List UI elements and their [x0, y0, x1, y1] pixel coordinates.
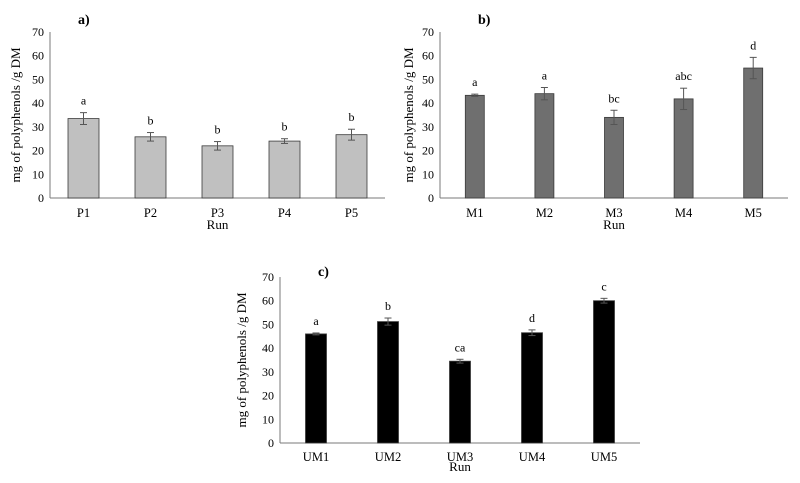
- significance-letter: b: [215, 123, 221, 137]
- panel-label: a): [78, 13, 90, 28]
- y-axis-title: mg of polyphenols /g DM: [234, 292, 249, 427]
- category-label: P4: [278, 206, 292, 220]
- bar-m4: [673, 98, 694, 199]
- panel-c: 0 10 20 30 40 50 60 70 a UM1 b UM2 ca UM3 d UM4 c UM5 Run m…: [234, 265, 640, 474]
- significance-letter: a: [313, 314, 319, 328]
- category-label: M3: [605, 206, 622, 220]
- y-tick-label: 10: [262, 412, 274, 426]
- bar-p5: [335, 134, 368, 199]
- category-label: M4: [675, 206, 693, 220]
- significance-letter: d: [750, 38, 756, 52]
- significance-letter: abc: [675, 69, 692, 83]
- y-tick-label: 40: [262, 341, 274, 355]
- y-tick-label: 20: [422, 144, 434, 158]
- bar-um3: [449, 360, 471, 444]
- significance-letter: ca: [455, 340, 466, 354]
- bar-m2: [534, 93, 555, 199]
- category-label: UM5: [591, 450, 617, 464]
- y-tick-label: 30: [422, 120, 434, 134]
- y-tick-label: 10: [32, 167, 44, 181]
- y-tick-label: 40: [422, 96, 434, 110]
- y-tick-label: 0: [38, 191, 44, 205]
- significance-letter: c: [601, 279, 606, 293]
- panel-a: 0 10 20 30 40 50 60 70 a P1 b P2 b P3 b P4 b P5 Run mg of p…: [8, 13, 385, 232]
- bar-um2: [377, 321, 399, 444]
- bar-p2: [134, 136, 167, 199]
- y-axis-title: mg of polyphenols /g DM: [401, 47, 416, 182]
- significance-letter: b: [349, 110, 355, 124]
- y-tick-label: 70: [422, 25, 434, 39]
- y-tick-label: 60: [32, 49, 44, 63]
- category-label: UM2: [375, 450, 401, 464]
- category-label: M5: [745, 206, 762, 220]
- y-tick-label: 20: [32, 144, 44, 158]
- category-label: P2: [144, 206, 157, 220]
- y-tick-label: 60: [422, 49, 434, 63]
- bar-um1: [305, 333, 327, 444]
- significance-letter: a: [542, 68, 548, 82]
- x-axis-title: Run: [603, 217, 625, 232]
- panel-label: c): [318, 265, 329, 280]
- bar-m1: [464, 94, 485, 199]
- y-tick-label: 50: [262, 317, 274, 331]
- category-label: M1: [466, 206, 483, 220]
- bar-p1: [67, 118, 100, 199]
- bar-m5: [743, 67, 764, 199]
- x-axis-title: Run: [207, 217, 229, 232]
- panel-label: b): [478, 13, 491, 28]
- y-tick-label: 0: [268, 436, 274, 450]
- panel-b: 0 10 20 30 40 50 60 70 a M1 a M2 bc M3 abc M4 d M5 Run mg o…: [401, 13, 788, 232]
- significance-letter: b: [148, 114, 154, 128]
- y-tick-label: 60: [262, 294, 274, 308]
- y-tick-label: 0: [428, 191, 434, 205]
- significance-letter: d: [529, 311, 535, 325]
- significance-letter: a: [81, 94, 87, 108]
- category-label: UM4: [519, 450, 546, 464]
- category-label: P1: [77, 206, 90, 220]
- bar-p3: [201, 145, 234, 199]
- significance-letter: bc: [608, 91, 619, 105]
- category-label: UM3: [447, 450, 473, 464]
- category-label: UM1: [303, 450, 329, 464]
- category-label: P5: [345, 206, 358, 220]
- bar-p4: [268, 140, 301, 199]
- y-axis-title: mg of polyphenols /g DM: [8, 47, 23, 182]
- y-tick-label: 10: [422, 167, 434, 181]
- category-label: M2: [536, 206, 553, 220]
- y-tick-label: 70: [262, 270, 274, 284]
- y-tick-label: 50: [32, 72, 44, 86]
- y-tick-label: 70: [32, 25, 44, 39]
- category-label: P3: [211, 206, 224, 220]
- significance-letter: b: [282, 120, 288, 134]
- y-tick-label: 30: [32, 120, 44, 134]
- bar-um5: [593, 300, 615, 444]
- significance-letter: b: [385, 299, 391, 313]
- bar-m3: [604, 116, 624, 199]
- bar-um4: [521, 332, 543, 444]
- significance-letter: a: [472, 75, 478, 89]
- y-tick-label: 20: [262, 389, 274, 403]
- y-tick-label: 30: [262, 365, 274, 379]
- y-tick-label: 40: [32, 96, 44, 110]
- x-axis-title: Run: [449, 459, 471, 474]
- y-tick-label: 50: [422, 72, 434, 86]
